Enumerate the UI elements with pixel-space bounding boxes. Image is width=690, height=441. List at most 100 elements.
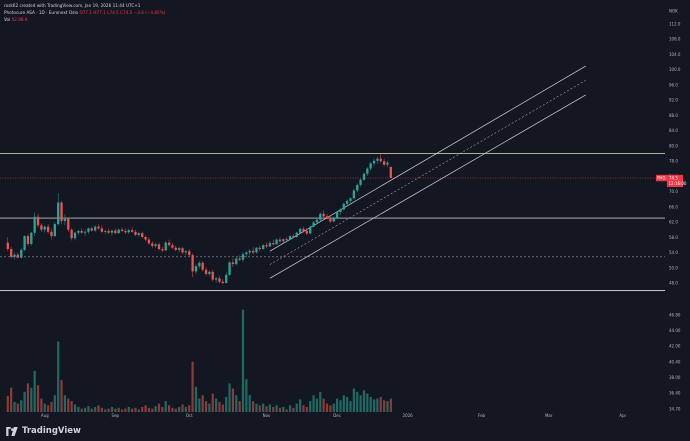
- tradingview-logo[interactable]: TradingView: [6, 426, 81, 436]
- candle-body[interactable]: [275, 239, 278, 245]
- candle-body[interactable]: [60, 202, 63, 222]
- candle-body[interactable]: [238, 258, 241, 260]
- candle-body[interactable]: [194, 266, 198, 272]
- candle-body[interactable]: [228, 262, 231, 275]
- candle-body[interactable]: [362, 173, 366, 180]
- candle-body[interactable]: [188, 251, 191, 256]
- candle-body[interactable]: [272, 243, 275, 245]
- candle-body[interactable]: [386, 162, 389, 165]
- candle-body[interactable]: [20, 249, 23, 258]
- candle-body[interactable]: [221, 281, 224, 284]
- candle-body[interactable]: [73, 232, 77, 239]
- candle-body[interactable]: [191, 255, 194, 272]
- candle-body[interactable]: [211, 271, 214, 280]
- candle-body[interactable]: [201, 262, 204, 270]
- candle-body[interactable]: [379, 158, 382, 162]
- candle-body[interactable]: [241, 254, 245, 260]
- candle-body[interactable]: [208, 271, 211, 275]
- candle-body[interactable]: [278, 239, 282, 242]
- candle-body[interactable]: [352, 190, 356, 199]
- candle-body[interactable]: [298, 228, 302, 233]
- candle-body[interactable]: [292, 236, 295, 237]
- candle-body[interactable]: [33, 216, 36, 233]
- candle-body[interactable]: [171, 245, 174, 248]
- channel-upper-line[interactable]: [269, 65, 586, 252]
- candle-body[interactable]: [315, 219, 319, 223]
- candle-body[interactable]: [67, 218, 70, 230]
- candle-body[interactable]: [218, 278, 221, 282]
- candle-body[interactable]: [157, 244, 161, 250]
- candle-body[interactable]: [356, 184, 359, 191]
- candle-body[interactable]: [70, 229, 73, 239]
- candle-body[interactable]: [90, 228, 93, 231]
- candle-body[interactable]: [319, 213, 322, 220]
- candle-body[interactable]: [369, 163, 372, 169]
- candle-body[interactable]: [100, 228, 104, 232]
- candle-body[interactable]: [6, 242, 9, 250]
- candle-body[interactable]: [63, 218, 67, 222]
- candle-body[interactable]: [120, 229, 124, 231]
- candle-body[interactable]: [161, 249, 164, 251]
- candle-body[interactable]: [389, 166, 392, 179]
- candle-body[interactable]: [87, 228, 90, 232]
- candle-body[interactable]: [329, 218, 332, 222]
- candle-body[interactable]: [339, 209, 342, 213]
- candle-body[interactable]: [312, 222, 315, 227]
- volume-legend[interactable]: Vol 52.88 K: [4, 17, 28, 22]
- symbol-legend[interactable]: Photocure ASA · 1D · Euronext Oslo O77.1…: [4, 10, 165, 15]
- candle-body[interactable]: [342, 203, 345, 210]
- channel-mid-line[interactable]: [269, 80, 586, 265]
- candle-body[interactable]: [13, 254, 16, 257]
- candle-body[interactable]: [137, 233, 140, 235]
- candle-body[interactable]: [164, 242, 167, 251]
- candle-body[interactable]: [366, 168, 369, 174]
- candle-body[interactable]: [288, 236, 292, 241]
- candle-body[interactable]: [97, 226, 100, 229]
- candle-body[interactable]: [198, 262, 201, 267]
- candle-body[interactable]: [130, 230, 134, 232]
- candle-body[interactable]: [214, 278, 218, 280]
- candle-body[interactable]: [77, 230, 80, 233]
- candle-body[interactable]: [117, 229, 120, 234]
- candle-body[interactable]: [245, 252, 248, 255]
- candle-body[interactable]: [23, 236, 26, 250]
- candle-body[interactable]: [10, 249, 13, 257]
- candle-body[interactable]: [268, 243, 272, 247]
- candle-body[interactable]: [285, 239, 288, 241]
- candle-body[interactable]: [181, 248, 184, 253]
- candle-body[interactable]: [322, 213, 325, 217]
- candle-body[interactable]: [225, 274, 228, 284]
- candle-body[interactable]: [382, 161, 386, 165]
- candle-body[interactable]: [30, 232, 33, 244]
- candle-body[interactable]: [107, 230, 110, 233]
- price-chart[interactable]: 112.0 108.0 104.0 100.0 96.0 92.0 88.0 84.0 80.0…: [0, 0, 690, 421]
- candle-body[interactable]: [309, 226, 312, 234]
- candle-body[interactable]: [302, 228, 305, 231]
- candle-body[interactable]: [50, 231, 53, 237]
- candle-body[interactable]: [262, 245, 265, 250]
- candle-body[interactable]: [36, 216, 40, 226]
- candle-body[interactable]: [255, 247, 258, 253]
- candle-body[interactable]: [114, 230, 117, 234]
- candle-body[interactable]: [258, 247, 261, 250]
- channel-lower-line[interactable]: [269, 94, 586, 279]
- candle-body[interactable]: [144, 236, 147, 240]
- candle-body[interactable]: [359, 179, 362, 185]
- candle-body[interactable]: [104, 230, 107, 232]
- candle-body[interactable]: [127, 230, 130, 233]
- candle-body[interactable]: [141, 233, 144, 237]
- candle-body[interactable]: [349, 198, 352, 201]
- candle-body[interactable]: [94, 226, 97, 231]
- candle-body[interactable]: [40, 225, 43, 230]
- candle-body[interactable]: [178, 248, 181, 250]
- candle-body[interactable]: [235, 258, 238, 265]
- candle-body[interactable]: [248, 250, 251, 253]
- candle-body[interactable]: [134, 231, 137, 235]
- candle-body[interactable]: [305, 230, 308, 234]
- candle-body[interactable]: [26, 236, 30, 244]
- candle-body[interactable]: [346, 200, 349, 204]
- candle-body[interactable]: [231, 262, 235, 265]
- candle-body[interactable]: [335, 212, 339, 218]
- candle-body[interactable]: [83, 231, 87, 233]
- candle-body[interactable]: [167, 242, 171, 246]
